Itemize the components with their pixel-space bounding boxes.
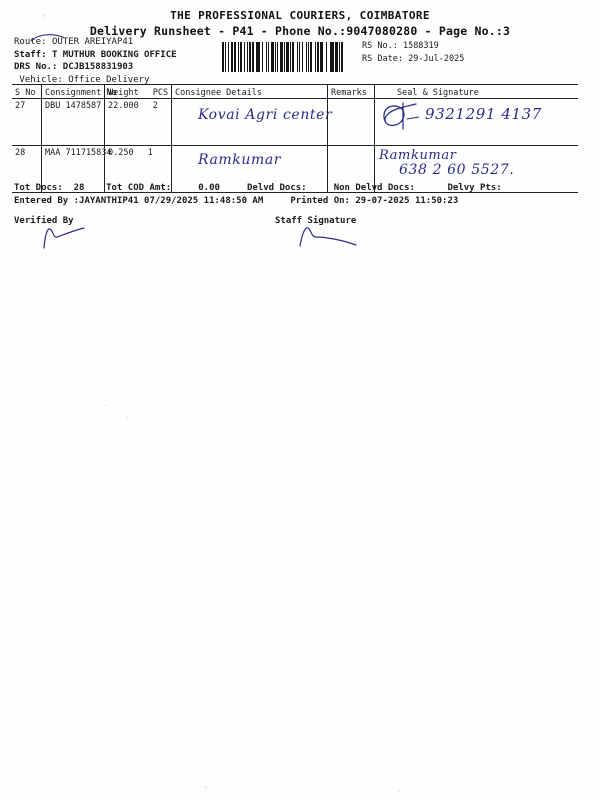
cell-weight-pcs: 22.000 2 [104, 99, 171, 145]
route-value: OUTER AREIYAP41 [51, 37, 134, 47]
staff-value: T MUTHUR BOOKING OFFICE [51, 49, 177, 60]
handwritten-phone-number: 638 2 60 5527. [399, 162, 515, 178]
cell-consignee-details: Ramkumar [171, 146, 327, 192]
summary-line-entered-printed: Entered By :JAYANTHIP41 07/29/2025 11:48… [14, 196, 459, 206]
rs-date-label: RS Date: [362, 54, 403, 64]
cell-pcs: 2 [152, 101, 158, 111]
scan-speck [204, 786, 207, 788]
handwritten-phone-number: 9321291 4137 [425, 105, 542, 123]
scan-speck [398, 790, 401, 792]
summary-line-totals: Tot Docs: 28 Tot COD Amt: 0.00 Delvd Doc… [14, 183, 502, 193]
drs-no-value: DCJB158831903 [62, 62, 134, 73]
vehicle-label: Vehicle: [19, 74, 63, 85]
cell-weight: 22.000 [108, 101, 139, 111]
column-header-consignee-details: Consignee Details [171, 85, 327, 98]
handwritten-consignee-name: Kovai Agri center [198, 107, 333, 123]
table-row: 28 MAA 711715834 0.250 1 Ramkumar Ramkuma… [12, 145, 578, 192]
scan-speck [105, 404, 107, 406]
summary-block: Tot Docs: 28 Tot COD Amt: 0.00 Delvd Doc… [14, 182, 502, 208]
table-header-row: S No Consignment No Weight PCS Consignee … [12, 85, 578, 99]
column-header-consignment-no: Consignment No [41, 85, 117, 98]
scan-speck [42, 14, 45, 17]
column-header-weight: Weight [108, 87, 139, 98]
table-row: 27 DBU 1478587 22.000 2 Kovai Agri center… [12, 99, 578, 145]
staff-signature [299, 227, 357, 247]
handwritten-consignee-name: Ramkumar [198, 152, 282, 168]
verified-by-label: Verified By [14, 216, 74, 226]
cell-s-no: 27 [15, 101, 26, 111]
cell-weight: 0.250 [108, 148, 134, 158]
route-label: Route: [14, 37, 47, 47]
page-title: THE PROFESSIONAL COURIERS, COIMBATORE [170, 9, 430, 22]
cell-consignee-details: Kovai Agri center [171, 99, 332, 145]
verified-by-signature [43, 227, 85, 249]
cell-remarks [327, 99, 374, 145]
staff-label: Staff: [14, 49, 47, 60]
cell-remarks [327, 146, 374, 192]
rs-date-value: 29-Jul-2025 [408, 54, 465, 64]
column-header-seal-signature: Seal & Signature [374, 85, 578, 98]
column-header-pcs: PCS [152, 87, 169, 98]
cell-consignment-no: MAA 711715834 [41, 146, 112, 192]
header-meta-right: RS No.: 1588319 RS Date: 29-Jul-2025 [362, 40, 464, 66]
header-meta-left: Route: OUTER AREIYAP41 Staff: T MUTHUR B… [14, 36, 177, 86]
column-header-s-no: S No [15, 87, 36, 98]
cell-seal-signature: 9321291 4137 [374, 99, 578, 145]
cell-consignment-no: DBU 1478587 [41, 99, 104, 145]
cell-pcs: 1 [147, 148, 153, 158]
cell-seal-signature: Ramkumar 638 2 60 5527. [374, 146, 578, 192]
drs-no-label: DRS No.: [14, 62, 58, 73]
scan-speck [126, 417, 128, 419]
route-annotation-mark [30, 34, 64, 42]
cell-weight-pcs: 0.250 1 [104, 146, 171, 192]
handwritten-signature-mark [383, 102, 419, 130]
page-subtitle: Delivery Runsheet - P41 - Phone No.:9047… [89, 24, 511, 38]
column-header-remarks: Remarks [327, 85, 374, 98]
rs-no-label: RS No.: [362, 41, 398, 51]
runsheet-barcode [222, 42, 346, 72]
consignment-table: S No Consignment No Weight PCS Consignee … [12, 84, 578, 193]
rs-no-value: 1588319 [402, 41, 439, 51]
vehicle-value: Office Delivery [68, 74, 150, 85]
handwritten-receiver-name: Ramkumar [379, 148, 457, 163]
cell-s-no: 28 [15, 148, 26, 158]
staff-signature-label: Staff Signature [275, 216, 357, 226]
column-header-weight-pcs: Weight PCS [104, 85, 171, 98]
